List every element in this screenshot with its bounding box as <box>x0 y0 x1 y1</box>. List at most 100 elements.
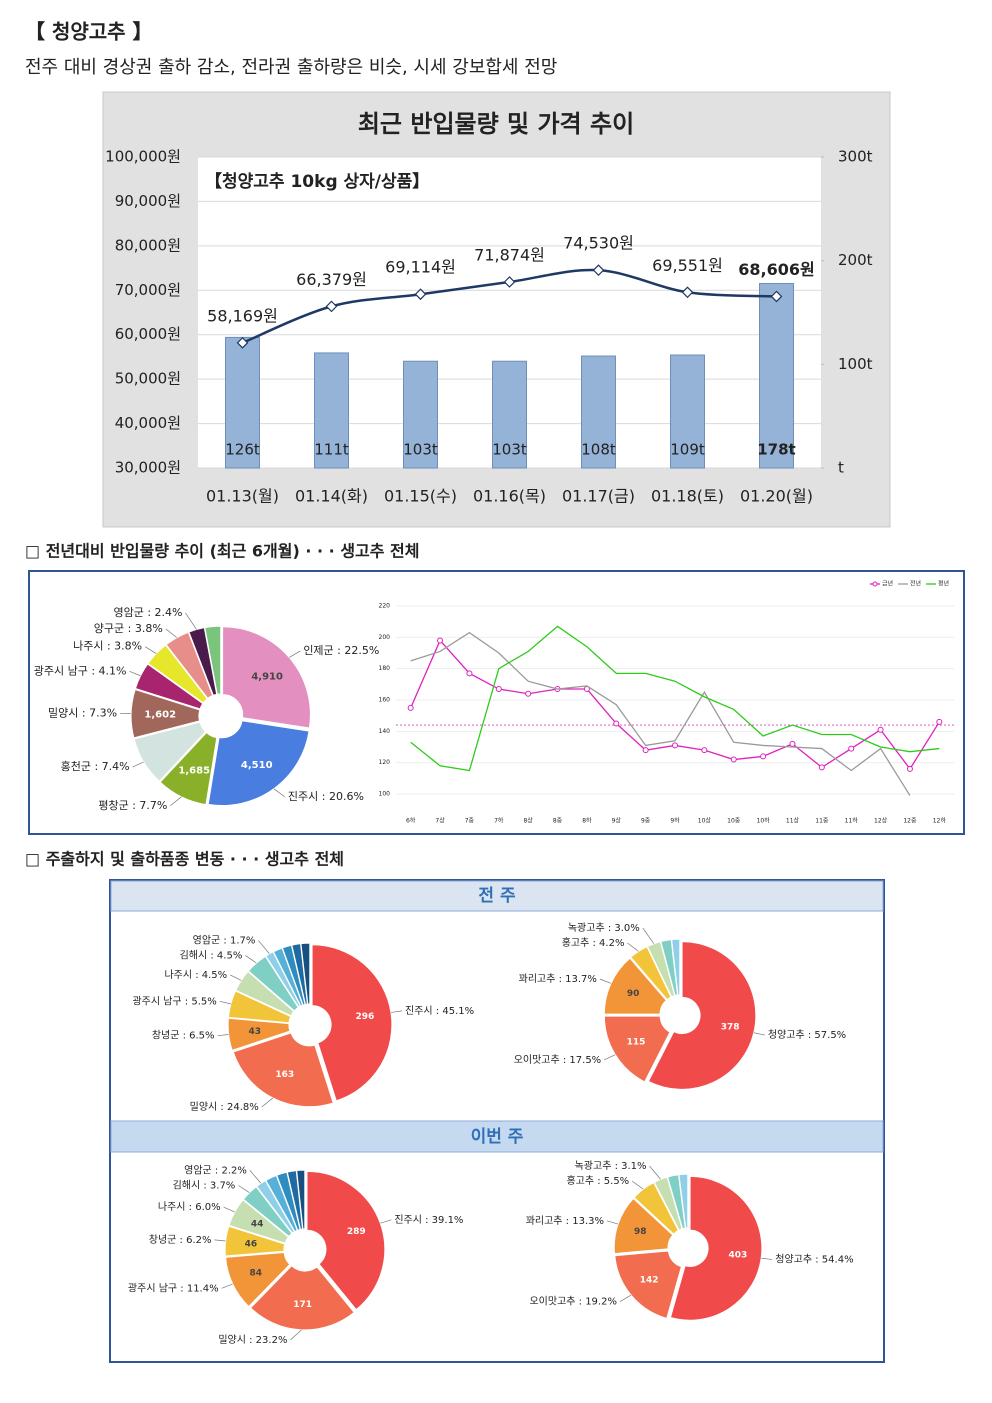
leader-line <box>217 1034 229 1037</box>
y-tick-label: 140 <box>379 728 391 735</box>
pie-slice <box>249 1264 356 1331</box>
panel-title: 전 주 <box>478 886 516 906</box>
x-tick-label: 01.15(수) <box>384 487 457 506</box>
pie-slice <box>669 1175 763 1321</box>
legend-label: 평년 <box>938 580 949 588</box>
slice-label: 홍천군 : 7.4% <box>61 759 130 773</box>
line-marker <box>642 747 649 754</box>
y-tick-label: 60,000원 <box>115 325 181 343</box>
section-heading: □ 주출하지 및 출하품종 변동 · · · 생고추 전체 <box>25 850 344 869</box>
x-tick-label: 11중 <box>815 818 829 825</box>
panel-band <box>110 880 884 912</box>
slice-count: 84 <box>250 1269 263 1279</box>
leader-line <box>221 1283 233 1289</box>
line-marker <box>495 686 502 693</box>
x-tick-label: 8하 <box>582 817 592 825</box>
x-tick-label: 8상 <box>523 817 533 825</box>
line-marker <box>525 690 532 697</box>
slice-label: 진주시 : 45.1% <box>405 1005 474 1017</box>
y-tick-label: 70,000원 <box>115 281 181 299</box>
leader-line <box>380 1219 392 1224</box>
leader-line <box>165 628 178 638</box>
x-tick-label: 01.20(월) <box>740 487 813 506</box>
pie-slice <box>603 1015 671 1083</box>
y-tick-label: 80,000원 <box>115 236 181 254</box>
slice-label: 나주시 : 6.0% <box>158 1201 221 1213</box>
x-tick-label: 9중 <box>641 818 651 825</box>
slice-label: 영암군 : 1.7% <box>193 934 256 946</box>
slice-label: 밀양시 : 24.8% <box>190 1101 259 1113</box>
legend-marker <box>872 581 878 587</box>
pie-slice <box>207 719 310 807</box>
bar-label: 103t <box>403 441 438 459</box>
line-marker <box>701 747 708 754</box>
slice-count: 403 <box>729 1250 748 1260</box>
leader-line <box>219 1000 231 1005</box>
line-label: 74,530원 <box>563 234 634 253</box>
line-marker <box>236 337 249 349</box>
bar-label: 103t <box>492 441 527 459</box>
slice-label: 나주시 : 3.8% <box>73 640 142 653</box>
series-line <box>410 631 911 796</box>
bar <box>581 355 616 469</box>
leader-line <box>390 1010 403 1013</box>
y-tick-label: 160 <box>379 697 391 704</box>
bar-label: 109t <box>670 441 705 459</box>
bar-label: 111t <box>314 441 349 459</box>
slice-label: 오이맛고추 : 19.2% <box>529 1296 617 1308</box>
line-label: 69,114원 <box>385 258 456 277</box>
leader-line <box>132 761 144 768</box>
y-tick-label: 200 <box>379 634 391 641</box>
slice-label: 오이맛고추 : 17.5% <box>514 1054 602 1066</box>
line-marker <box>848 745 855 752</box>
slice-label: 창녕군 : 6.2% <box>149 1234 212 1246</box>
slice-label: 평창군 : 7.7% <box>98 799 167 812</box>
pie-slice <box>678 1173 689 1229</box>
page-title: 【 청양고추 】 <box>25 20 153 44</box>
leader-line <box>290 1329 302 1341</box>
pie-slice <box>130 688 201 739</box>
slice-label: 진주시 : 39.1% <box>394 1214 463 1226</box>
x-tick-label: 9하 <box>670 817 680 825</box>
x-tick-label: 10중 <box>727 818 741 825</box>
pie-slice <box>224 1251 291 1308</box>
y-tick-label: 220 <box>379 603 391 610</box>
y-tick-label: 120 <box>379 759 391 766</box>
pie-slice <box>670 938 681 996</box>
line-marker <box>437 637 444 644</box>
x-tick-label: 11하 <box>845 817 859 825</box>
x-tick-label: 01.17(금) <box>562 487 635 506</box>
line-label: 71,874원 <box>474 245 545 264</box>
pie-slice <box>603 957 668 1015</box>
leader-line <box>223 1206 235 1213</box>
pie-slice <box>232 1032 335 1108</box>
y-tick-label: 50,000원 <box>115 370 181 388</box>
line-marker <box>730 756 737 763</box>
slice-label: 창녕군 : 6.5% <box>152 1030 215 1042</box>
leader-line <box>230 974 242 981</box>
panel-title: 이번 주 <box>471 1127 524 1147</box>
x-tick-label: 9상 <box>612 817 622 825</box>
slice-label: 밀양시 : 23.2% <box>218 1334 287 1346</box>
pie-slice <box>311 944 393 1102</box>
line-marker <box>906 765 913 772</box>
x-tick-label: 10하 <box>757 817 771 825</box>
slice-count: 44 <box>251 1220 264 1230</box>
x-tick-label: 01.13(월) <box>206 487 279 506</box>
slice-count: 46 <box>245 1239 258 1249</box>
slice-label: 광주시 남구 : 4.1% <box>34 664 127 677</box>
line-label: 66,379원 <box>296 270 367 289</box>
leader-line <box>261 1097 273 1108</box>
pie-slice <box>300 942 311 1005</box>
leader-line <box>761 1257 773 1260</box>
pie-slice <box>227 1017 291 1052</box>
line-label: 68,606원 <box>738 260 814 279</box>
x-tick-label: 10상 <box>698 817 712 825</box>
y-tick-label: 100 <box>379 791 391 798</box>
bar <box>670 354 705 469</box>
line-label: 69,551원 <box>652 256 723 275</box>
slice-count: 296 <box>356 1012 375 1022</box>
leader-line <box>258 940 270 954</box>
legend-label: 금년 <box>882 580 893 588</box>
